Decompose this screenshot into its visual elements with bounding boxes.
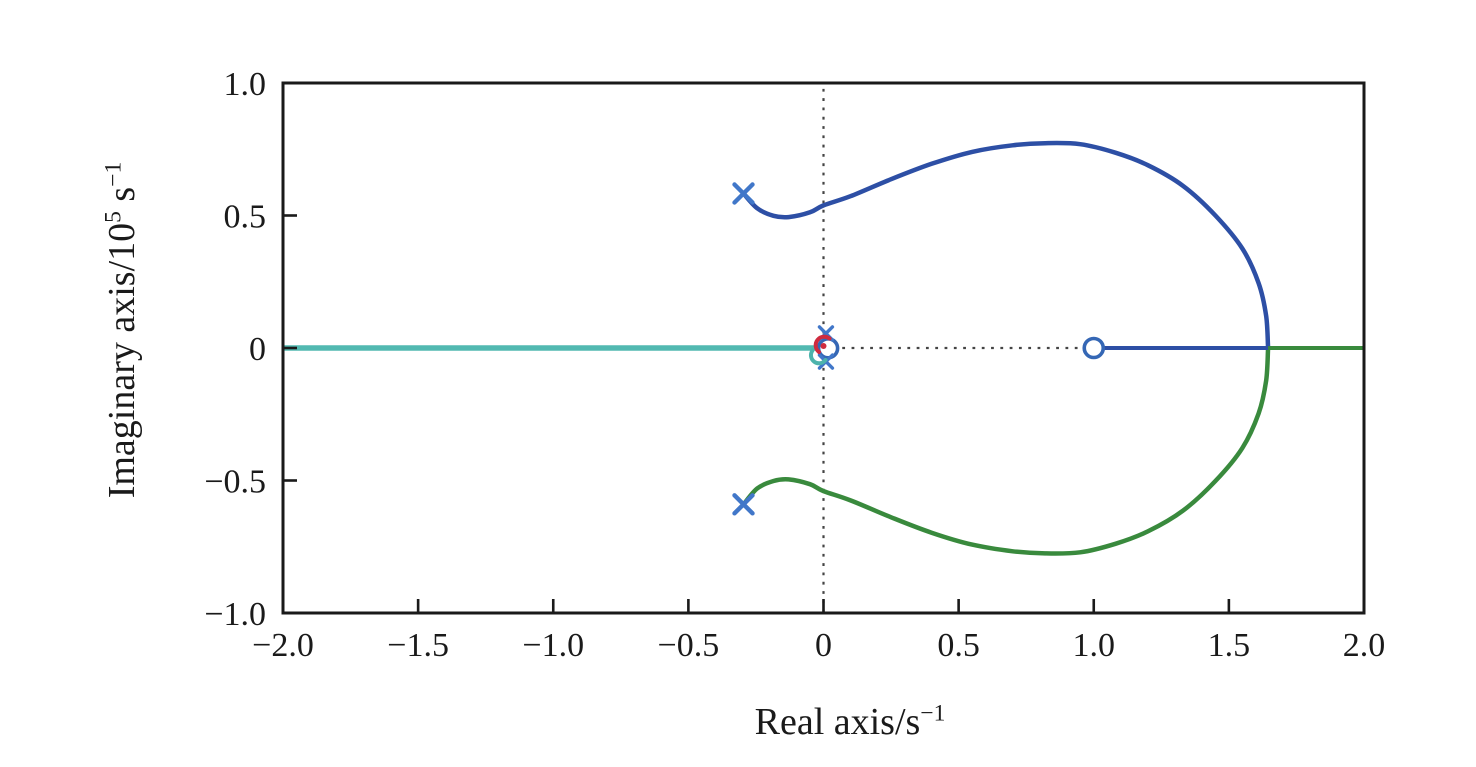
x-tick-label-4: 0 (815, 627, 832, 664)
y-tick-label-3: −0.5 (204, 464, 266, 501)
y-axis-title: Imaginary axis/105 s−1 (100, 162, 144, 499)
pole-marker-0 (732, 182, 755, 205)
x-tick-label-5: 0.5 (937, 627, 980, 664)
y-axis-title-sup-1: −1 (100, 161, 127, 187)
y-tick-label-4: −1.0 (204, 596, 266, 633)
x-tick-label-7: 1.5 (1208, 627, 1251, 664)
x-axis-title: Real axis/s−1 (550, 700, 1150, 744)
pole-marker-stroke (732, 493, 755, 516)
x-tick-label-3: −0.5 (658, 627, 720, 664)
x-tick-label-1: −1.5 (387, 627, 449, 664)
origin-red-dot (820, 343, 827, 349)
upper-locus-branch (741, 140, 1271, 349)
y-axis-title-text: Imaginary axis/10 (101, 222, 143, 499)
x-axis-title-sup: −1 (920, 700, 946, 727)
y-tick-label-0: 1.0 (224, 66, 267, 103)
x-tick-label-0: −2.0 (252, 627, 314, 664)
pole-marker-1 (732, 493, 755, 516)
zero-marker-0 (1082, 336, 1106, 360)
x-tick-label-8: 2.0 (1343, 627, 1386, 664)
x-tick-label-2: −1.0 (522, 627, 584, 664)
pole-marker-stroke (732, 182, 755, 205)
x-tick-label-6: 1.0 (1073, 627, 1116, 664)
red-mini-branch (813, 334, 832, 354)
x-axis-title-text: Real axis/s (754, 701, 921, 743)
y-axis-title-sup5: 5 (100, 211, 127, 223)
y-tick-label-1: 0.5 (224, 199, 267, 236)
y-tick-label-2: 0 (249, 331, 266, 368)
y-axis-title-unit: s (101, 186, 143, 212)
lower-locus-branch (741, 347, 1271, 556)
teal-mini-branch (808, 348, 828, 366)
